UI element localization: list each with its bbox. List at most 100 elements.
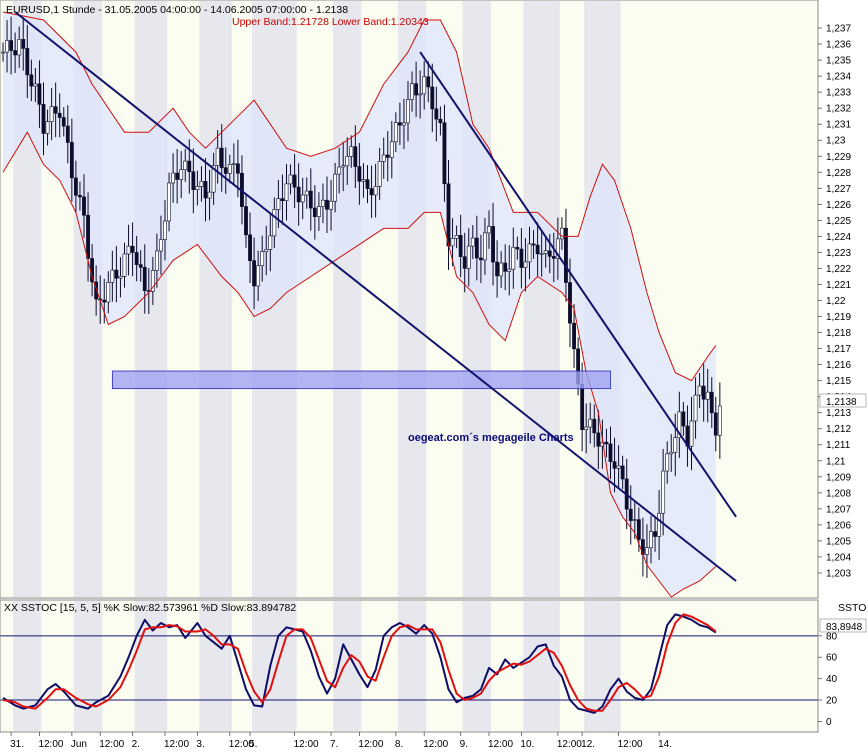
candle-body (25, 48, 30, 76)
price-tick-label: 1,211 (826, 440, 851, 451)
candle-body (612, 461, 617, 469)
candle-body (442, 122, 447, 185)
candle-body (223, 167, 228, 174)
price-tick-label: 1,234 (826, 72, 851, 83)
candle-body (628, 508, 633, 521)
candle-body (458, 235, 463, 258)
price-tick-label: 1,216 (826, 360, 851, 371)
candle-body (308, 190, 313, 209)
candle-body (337, 166, 342, 175)
candle-body (126, 245, 131, 255)
candle-body (507, 268, 512, 272)
candle-body (661, 470, 666, 514)
candle-body (483, 232, 487, 261)
candle-body (466, 245, 471, 269)
price-tick-label: 1,204 (826, 552, 851, 563)
candle-body (523, 261, 528, 268)
candle-body (252, 260, 257, 287)
candle-body (519, 248, 524, 268)
price-tick-label: 1,222 (826, 264, 851, 275)
price-tick-label: 1,212 (826, 424, 851, 435)
candle-body (555, 238, 560, 259)
time-tick-label: 12:00 (99, 739, 124, 750)
candle-body (377, 161, 382, 187)
candle-body (616, 465, 621, 469)
candle-body (649, 531, 653, 549)
oscillator-value-box (819, 618, 867, 633)
candle-body (244, 206, 248, 236)
candle-body (636, 519, 641, 540)
session-stripe (523, 1, 560, 597)
candle-body (17, 39, 22, 56)
time-tick-label: 12:00 (229, 739, 254, 750)
candle-body (397, 122, 402, 126)
candle-body (381, 154, 386, 162)
candle-body (345, 156, 350, 167)
time-tick-label: 3. (196, 739, 204, 750)
price-tick-label: 1,203 (826, 568, 851, 579)
candle-body (584, 426, 589, 430)
time-tick-label: 7. (330, 739, 338, 750)
candle-body (219, 147, 224, 169)
candle-body (406, 99, 410, 124)
candle-body (300, 194, 305, 203)
price-tick-label: 1,229 (826, 152, 851, 163)
time-tick-label: 8. (395, 739, 403, 750)
candle-body (231, 163, 236, 166)
candle-body (69, 142, 74, 179)
candle-body (312, 207, 317, 217)
candle-body (580, 383, 585, 430)
time-tick-label: 9. (460, 739, 468, 750)
time-tick-label: 2. (132, 739, 140, 750)
price-tick-label: 1,207 (826, 504, 851, 515)
candle-body (45, 121, 50, 134)
candle-body (171, 172, 176, 184)
time-tick-label: 12. (581, 739, 595, 750)
candle-body (410, 83, 414, 100)
candle-body (503, 262, 508, 272)
candle-body (450, 238, 455, 247)
candle-body (559, 227, 564, 240)
candle-body (677, 411, 682, 438)
candle-body (57, 112, 62, 118)
time-tick-label: 12:00 (557, 739, 582, 750)
candle-body (535, 244, 540, 255)
price-tick-label: 1,213 (826, 408, 851, 419)
lower-band-line (2, 131, 717, 598)
candle-body (211, 165, 216, 193)
candle-body (292, 174, 297, 188)
candle-body (369, 188, 374, 196)
price-tick-label: 1,225 (826, 216, 851, 227)
candle-body (106, 282, 111, 303)
candle-body (543, 250, 548, 254)
candle-body (296, 186, 301, 203)
price-tick-label: 1,23 (826, 136, 846, 147)
candle-body (304, 190, 309, 196)
candle-body (179, 169, 184, 180)
price-tick-label: 1,231 (826, 120, 851, 131)
candle-body (487, 226, 491, 234)
oscillator-tick-label: 0 (826, 717, 832, 728)
candle-body (717, 405, 722, 436)
price-tick-label: 1,221 (826, 280, 851, 291)
price-tick-label: 1,21 (826, 456, 846, 467)
oscillator-stripe (134, 601, 168, 731)
time-tick-label: 10. (520, 739, 534, 750)
candle-body (653, 531, 657, 537)
candle-body (280, 198, 285, 202)
candle-body (102, 299, 107, 303)
candle-body (86, 214, 90, 259)
candle-body (620, 465, 625, 480)
time-tick-label: 14. (658, 739, 672, 750)
session-stripe (199, 1, 232, 597)
candle-body (422, 76, 427, 95)
watermark-text: oegeat.com´s megageile Charts (408, 432, 574, 444)
time-tick-label: 12:00 (294, 739, 319, 750)
candle-body (365, 179, 370, 189)
candle-body (21, 39, 26, 49)
candle-body (478, 257, 483, 261)
price-tick-label: 1,228 (826, 168, 851, 179)
time-tick-label: 5. (249, 739, 257, 750)
price-lines (2, 11, 737, 598)
candle-body (65, 125, 70, 143)
